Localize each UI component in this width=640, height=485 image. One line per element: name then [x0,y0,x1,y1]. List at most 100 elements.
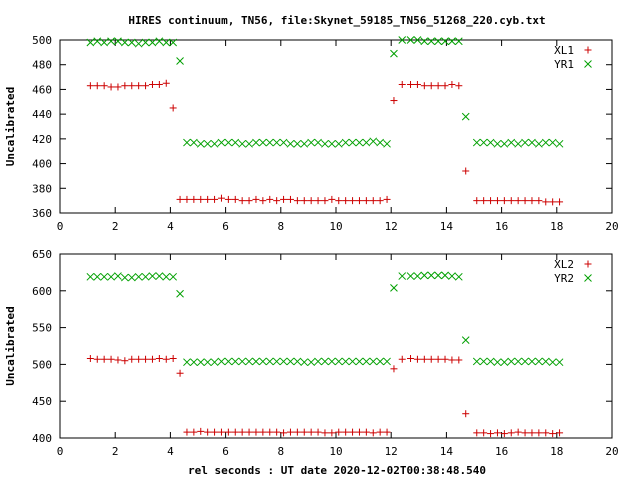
legend-label: YR2 [554,272,574,285]
data-point [472,357,481,366]
data-point [293,197,301,205]
data-point [100,355,108,363]
data-point [383,139,391,148]
data-point [155,272,164,280]
data-point [448,37,456,46]
data-point [480,429,488,437]
data-point [190,138,198,147]
data-point [266,428,274,436]
data-point [321,357,329,366]
data-point [549,198,557,206]
y-tick-label: 480 [32,59,52,72]
x-axis-label: rel seconds : UT date 2020-12-02T00:38:4… [188,464,486,477]
data-point [390,97,398,105]
data-point [300,428,308,436]
data-point [500,139,509,148]
data-point [252,428,260,436]
data-point [266,195,274,203]
data-point [203,139,212,148]
data-point [413,355,421,363]
y-tick-label: 360 [32,207,52,220]
data-point [461,112,470,121]
data-point [376,428,384,436]
data-point [190,428,198,436]
data-point [427,82,435,90]
data-point [121,38,129,47]
data-point [176,57,184,65]
x-tick-label: 4 [167,445,174,458]
x-tick-label: 14 [440,220,454,233]
data-point [521,197,529,205]
data-point [127,38,136,47]
legend-marker [584,260,592,268]
data-point [390,284,398,292]
data-point [134,272,143,281]
data-point [406,272,415,280]
data-point [211,428,219,436]
data-point [413,36,422,44]
data-point [273,428,281,436]
data-point [286,357,295,366]
data-point [434,271,442,280]
data-point [355,197,363,205]
data-point [427,271,436,280]
x-tick-label: 10 [329,220,342,233]
data-point [420,355,428,363]
x-tick-label: 8 [277,220,284,233]
data-point [406,36,415,44]
data-point [507,357,516,366]
data-point [86,82,94,90]
data-point [390,365,398,373]
y-axis-label: Uncalibrated [4,87,17,166]
x-tick-label: 6 [222,220,229,233]
y-tick-label: 440 [32,108,52,121]
data-point [362,138,371,147]
data-point [514,357,523,366]
data-point [487,197,495,205]
data-point [259,197,267,205]
legend-label: XL2 [554,258,574,271]
data-point [514,197,522,205]
data-point [556,429,564,437]
data-point [321,429,329,437]
data-point [535,139,543,148]
data-point [238,357,247,366]
data-point [121,82,129,90]
data-point [514,139,523,148]
data-point [454,272,463,281]
y-tick-label: 400 [32,158,52,171]
data-point [427,37,436,46]
data-point [114,37,122,46]
data-point [162,355,170,363]
data-point [107,83,115,91]
data-point [280,195,288,203]
data-point [169,272,178,281]
data-point [217,357,226,366]
data-point [462,167,470,175]
data-point [238,139,247,148]
data-point [420,82,428,90]
x-tick-label: 16 [495,445,508,458]
x-tick-label: 4 [167,220,174,233]
data-point [86,272,95,281]
data-point [521,357,529,366]
data-point [549,430,557,438]
data-point [231,428,239,436]
y-tick-label: 500 [32,358,52,371]
data-point [369,137,378,146]
x-tick-label: 12 [385,445,398,458]
data-point [398,80,406,88]
data-point [238,197,246,205]
data-point [265,357,274,366]
data-point [190,195,198,203]
x-tick-label: 12 [385,220,398,233]
data-point [541,138,550,147]
x-tick-label: 2 [112,220,119,233]
data-point [169,355,177,363]
data-point [348,138,357,147]
data-point [328,357,336,366]
series-xl2 [86,355,564,438]
y-axis-label: Uncalibrated [4,306,17,385]
y-tick-label: 460 [32,83,52,96]
data-point [376,357,385,366]
